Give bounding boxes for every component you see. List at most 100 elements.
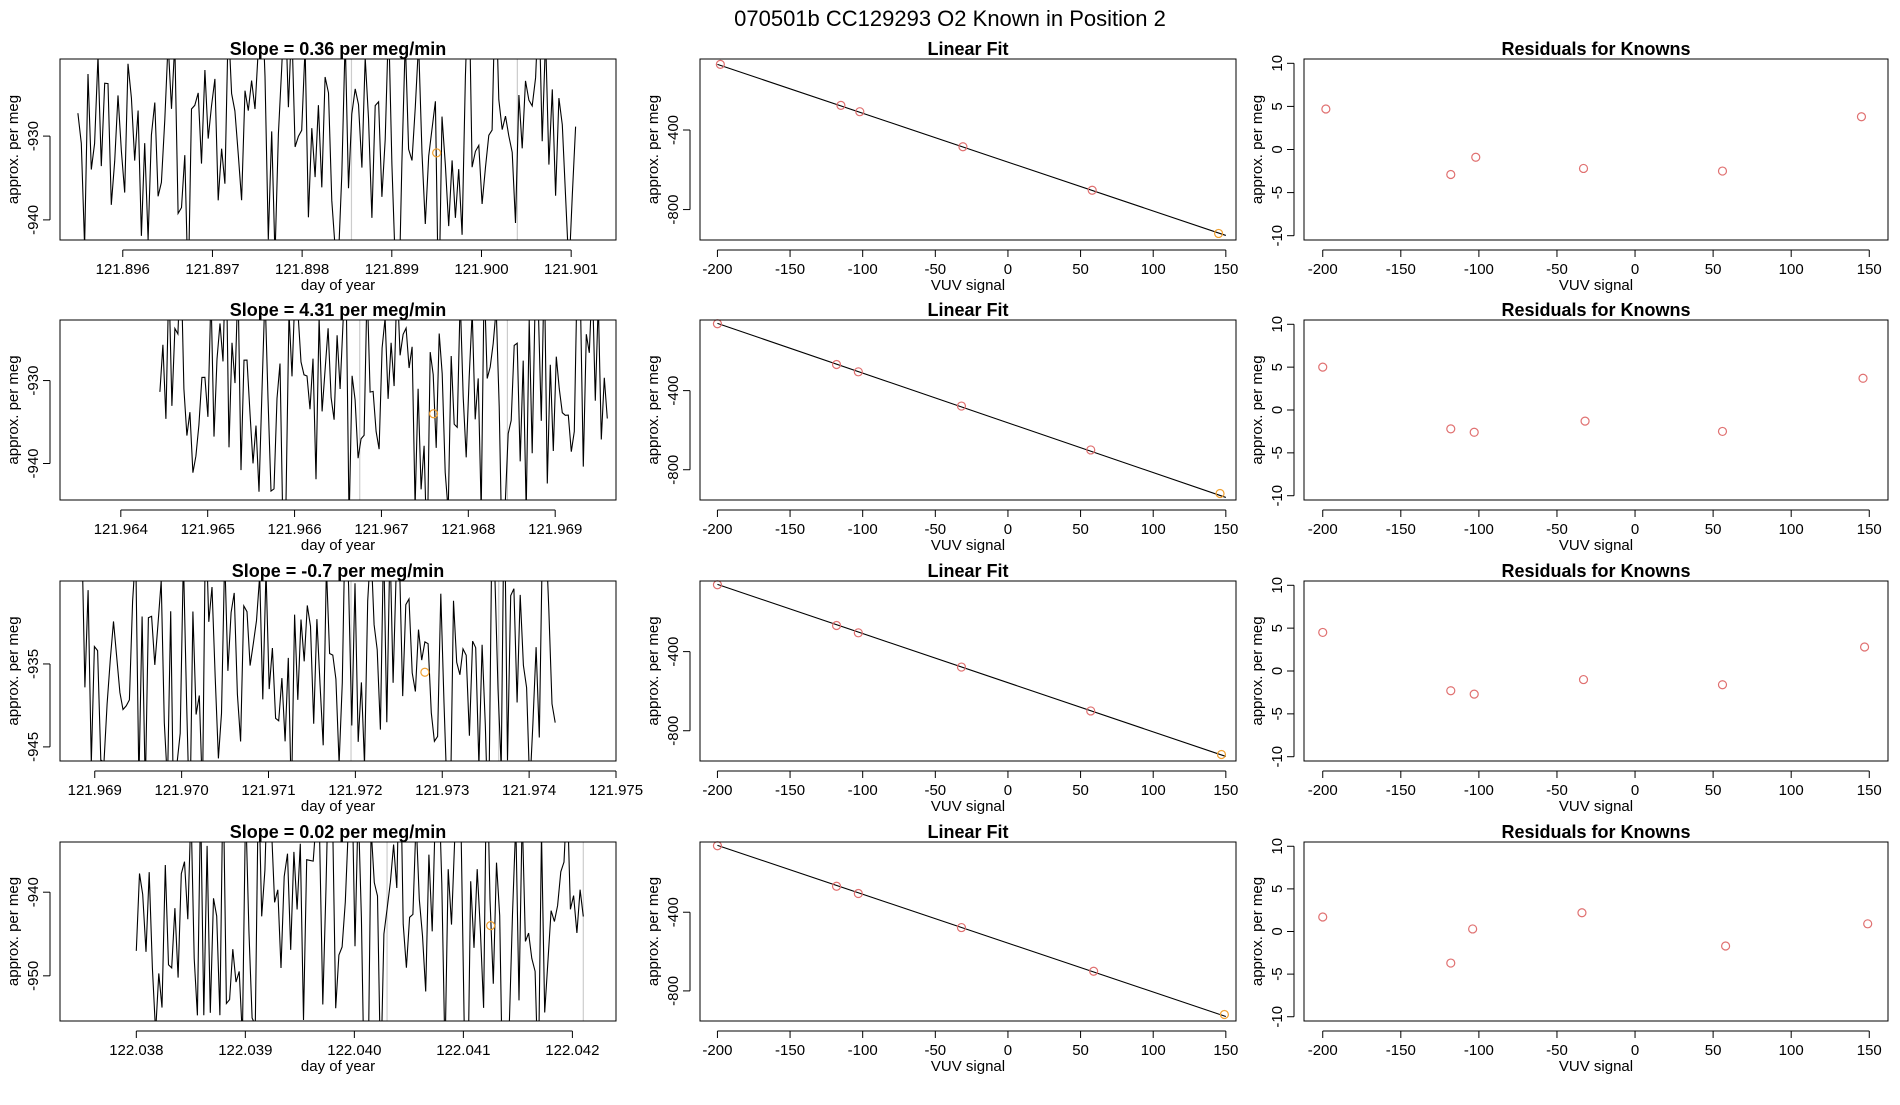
x-tick-label: -50 (924, 782, 946, 799)
x-tick-label: 50 (1705, 782, 1722, 799)
data-point (1446, 686, 1456, 696)
chart-panel-3-1: Slope = -0.7 per meg/min 121.969 121.970 12… (5, 561, 643, 815)
y-axis-label: approx. per meg (5, 355, 22, 464)
x-axis-label: day of year (301, 1058, 375, 1075)
highlight-point (1219, 1009, 1229, 1020)
highlight-point (486, 921, 496, 931)
plot-frame (699, 319, 1237, 501)
y-tick-label: -5 (1269, 446, 1286, 459)
x-axis-label: VUV signal (1559, 1058, 1633, 1075)
x-tick-label: -50 (1546, 1042, 1568, 1059)
y-tick-label: 0 (1269, 145, 1286, 153)
data-point (1471, 152, 1481, 162)
y-tick-label: -10 (1269, 485, 1286, 507)
y-tick-label: -5 (1269, 707, 1286, 720)
x-axis-label: VUV signal (931, 798, 1005, 815)
x-tick-label: 121.897 (185, 261, 239, 278)
chart-title: Linear Fit (927, 300, 1008, 320)
y-tick-label: 10 (1269, 577, 1286, 594)
highlight-point (1215, 488, 1225, 499)
y-tick-label: -10 (1269, 746, 1286, 768)
chart-title: Linear Fit (927, 39, 1008, 59)
chart-data-layer (82, 581, 556, 761)
y-tick-label: 5 (1269, 624, 1286, 632)
series-line (159, 320, 608, 500)
data-point (831, 359, 842, 370)
x-tick-label: -100 (848, 521, 878, 538)
y-tick-label: -800 (665, 455, 682, 485)
x-tick-label: 0 (1004, 1042, 1012, 1059)
x-tick-label: -100 (1464, 261, 1494, 278)
x-tick-label: -100 (848, 261, 878, 278)
x-tick-label: -100 (848, 1042, 878, 1059)
x-tick-label: -50 (924, 521, 946, 538)
x-tick-label: -50 (1546, 261, 1568, 278)
chart-title: Slope = -0.7 per meg/min (232, 561, 445, 581)
x-tick-label: 122.042 (545, 1042, 599, 1059)
data-point (1580, 416, 1590, 426)
x-tick-label: 0 (1004, 521, 1012, 538)
x-tick-label: 0 (1004, 261, 1012, 278)
y-tick-label: 5 (1269, 885, 1286, 893)
x-tick-label: 122.039 (218, 1042, 272, 1059)
x-tick-label: 150 (1213, 261, 1238, 278)
x-tick-label: -50 (924, 261, 946, 278)
x-tick-label: 150 (1857, 261, 1882, 278)
highlight-point (1213, 228, 1224, 239)
x-tick-label: 121.898 (275, 261, 329, 278)
y-axis-label: approx. per meg (645, 95, 662, 204)
plot-frame (699, 841, 1237, 1022)
x-axis-label: day of year (301, 277, 375, 294)
x-tick-label: 121.969 (528, 521, 582, 538)
x-tick-label: 121.971 (241, 782, 295, 799)
y-tick-label: -400 (665, 115, 682, 145)
data-point (958, 142, 968, 152)
x-tick-label: 100 (1779, 521, 1804, 538)
data-point (1856, 112, 1867, 122)
chart-panel-4-2: Linear Fit -200 -150 -100 -50 0 50 100 150 VUV si… (645, 822, 1238, 1075)
x-axis-label: VUV signal (1559, 798, 1633, 815)
plot-frame (59, 58, 617, 241)
x-tick-label: -200 (702, 782, 732, 799)
data-point (1318, 912, 1328, 922)
y-tick-label: -400 (665, 637, 682, 667)
x-tick-label: 122.041 (436, 1042, 490, 1059)
x-tick-label: -50 (924, 1042, 946, 1059)
plot-frame (1303, 841, 1889, 1022)
data-point (853, 888, 863, 899)
y-axis-label: approx. per meg (645, 355, 662, 464)
data-point (1858, 373, 1868, 383)
x-tick-label: 0 (1631, 782, 1639, 799)
x-tick-label: 121.975 (589, 782, 643, 799)
x-tick-label: -200 (702, 261, 732, 278)
y-tick-label: -940 (25, 877, 42, 907)
data-point (1446, 169, 1456, 180)
x-tick-label: -150 (775, 521, 805, 538)
chart-panel-4-3: Residuals for Knowns-200 -150 -100 -50 0 50 10… (1249, 822, 1889, 1075)
x-tick-label: -200 (1308, 521, 1338, 538)
x-tick-label: 50 (1072, 1042, 1089, 1059)
x-axis-label: day of year (301, 537, 375, 554)
chart-title: Slope = 4.31 per meg/min (230, 300, 447, 320)
data-point (1318, 362, 1328, 372)
x-tick-label: -100 (1464, 1042, 1494, 1059)
x-tick-label: 122.040 (327, 1042, 381, 1059)
data-point (1318, 627, 1328, 638)
plot-frame (1303, 580, 1889, 762)
series-line (82, 581, 556, 761)
chart-data-layer (77, 59, 577, 240)
x-tick-label: -150 (1386, 782, 1416, 799)
x-tick-label: 0 (1631, 521, 1639, 538)
data-point (956, 922, 967, 933)
x-axis-label: VUV signal (1559, 537, 1633, 554)
data-point (1446, 424, 1456, 434)
x-tick-label: 100 (1779, 261, 1804, 278)
data-point (956, 401, 967, 411)
x-tick-label: 100 (1779, 1042, 1804, 1059)
fit-line (717, 322, 1227, 498)
x-tick-label: 50 (1072, 782, 1089, 799)
x-tick-label: 121.968 (441, 521, 495, 538)
y-tick-label: 10 (1269, 838, 1286, 855)
x-tick-label: -150 (775, 1042, 805, 1059)
